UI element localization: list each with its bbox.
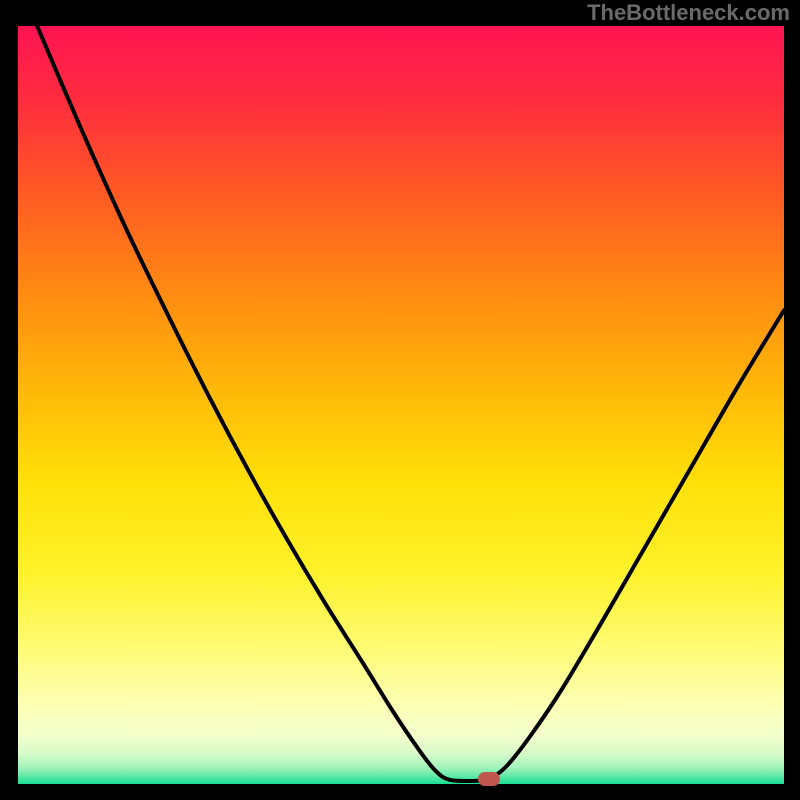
plot-area [18, 26, 784, 784]
chart-container: TheBottleneck.com [0, 0, 800, 800]
curve-layer [18, 26, 784, 784]
attribution-text: TheBottleneck.com [587, 0, 790, 26]
bottleneck-curve [37, 26, 784, 781]
optimum-marker [478, 772, 500, 786]
